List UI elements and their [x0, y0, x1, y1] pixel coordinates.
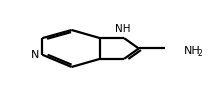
Text: N: N [31, 50, 39, 60]
Text: NH: NH [115, 24, 131, 34]
Text: NH: NH [184, 46, 201, 56]
Text: 2: 2 [198, 49, 202, 58]
